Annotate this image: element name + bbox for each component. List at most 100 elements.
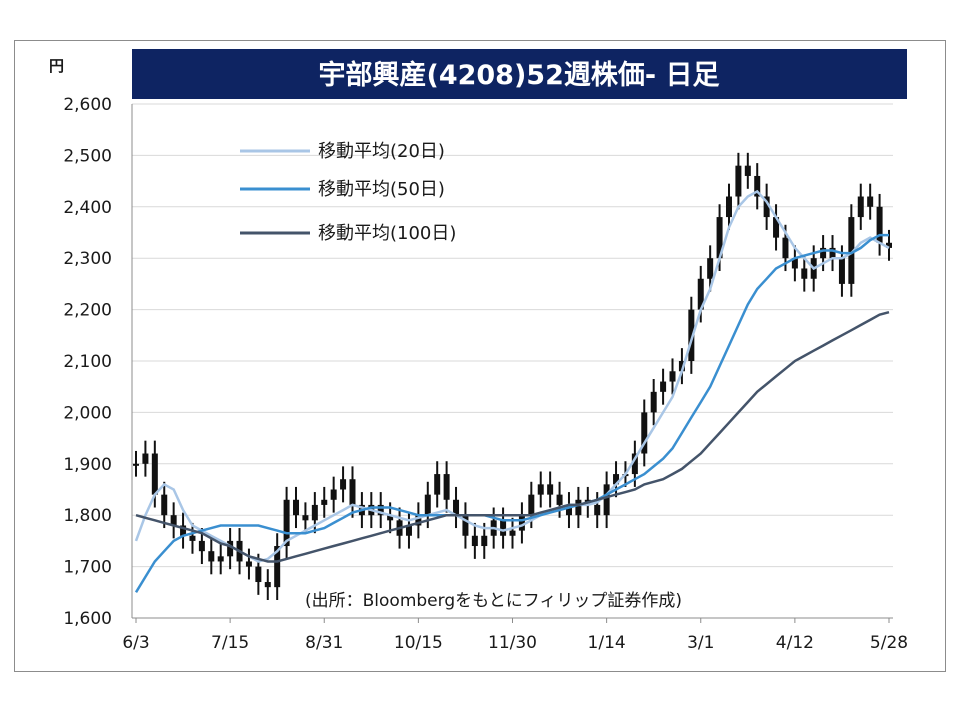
price-body [518, 515, 525, 531]
series-line-ma100 [135, 310, 890, 563]
x-tick-label: 10/15 [394, 633, 443, 653]
price-body [217, 556, 224, 562]
price-body [528, 494, 535, 516]
price-body [462, 515, 469, 536]
price-body [443, 474, 450, 500]
y-tick-label: 2,300 [63, 249, 112, 269]
price-body [311, 504, 318, 521]
price-body [387, 515, 394, 521]
y-axis-ticks: 1,600 1,700 1,800 1,900 2,000 2,100 2,200 2,300… [63, 95, 112, 629]
price-body [321, 499, 328, 505]
price-body [180, 525, 187, 536]
price-body [133, 463, 139, 466]
price-body [669, 371, 676, 382]
y-tick-label: 2,200 [63, 301, 112, 321]
price-body [547, 484, 554, 495]
price-body [876, 206, 883, 243]
price-body [707, 258, 714, 279]
x-tick-label: 7/15 [211, 633, 249, 653]
price-body [151, 453, 158, 495]
price-body [509, 530, 516, 536]
chart-title: 宇部興産(4208)52週株価- 日足 [318, 59, 719, 91]
y-tick-label: 1,800 [63, 506, 112, 526]
price-body [678, 361, 685, 372]
price-body [660, 381, 667, 392]
price-body [791, 258, 798, 269]
price-body [773, 217, 780, 238]
price-body [575, 499, 582, 516]
price-body [264, 582, 271, 588]
legend: 移動平均(20日) 移動平均(50日) 移動平均(100日) [240, 141, 456, 244]
price-body [650, 391, 657, 413]
price-body [763, 196, 770, 218]
price-body [330, 489, 337, 500]
price-body [857, 196, 864, 218]
title-banner [132, 49, 907, 99]
legend-label-ma100: 移動平均(100日) [318, 223, 456, 244]
y-tick-label: 1,600 [63, 609, 112, 629]
price-body [500, 520, 507, 536]
price-body [688, 309, 695, 361]
price-body [349, 479, 356, 505]
price-body [208, 551, 215, 562]
price-body [716, 217, 723, 259]
price-body [283, 499, 290, 547]
x-tick-label: 8/31 [305, 633, 343, 653]
x-tick-label: 5/28 [870, 633, 908, 653]
price-body [603, 484, 610, 516]
price-body [471, 535, 478, 547]
y-tick-label: 1,700 [63, 558, 112, 578]
y-tick-label: 2,600 [63, 95, 112, 115]
price-body [556, 494, 563, 505]
price-body [641, 412, 648, 454]
source-note: (出所：Bloombergをもとにフィリップ証券作成) [305, 591, 682, 611]
price-body [838, 258, 845, 284]
price-body [170, 515, 177, 526]
price-body [189, 535, 196, 541]
price-body [293, 499, 300, 516]
chart-frame: 宇部興産(4208)52週株価- 日足 円 1,600 1,700 1,800 1,9… [14, 40, 946, 672]
legend-label-ma20: 移動平均(20日) [318, 141, 445, 162]
price-body [744, 165, 751, 176]
price-body [340, 479, 347, 490]
y-tick-label: 2,400 [63, 198, 112, 218]
price-body [886, 242, 892, 248]
price-body [631, 453, 638, 475]
price-body [142, 453, 149, 464]
price-body [735, 165, 742, 197]
y-tick-label: 2,500 [63, 146, 112, 166]
price-body [820, 247, 827, 259]
price-body [405, 525, 412, 536]
legend-label-ma50: 移動平均(50日) [318, 179, 445, 200]
chart-svg: 宇部興産(4208)52週株価- 日足 円 1,600 1,700 1,800 1,9… [49, 49, 908, 653]
price-body [754, 175, 761, 197]
price-body [565, 504, 572, 516]
price-body [255, 566, 262, 583]
price-body [453, 499, 460, 516]
price-body [424, 494, 431, 516]
price-body [537, 484, 544, 495]
moving-average-lines [134, 189, 890, 593]
y-tick-label: 1,900 [63, 455, 112, 475]
y-unit-label: 円 [49, 57, 64, 75]
price-body [782, 237, 789, 259]
price-body [434, 474, 441, 495]
price-body [848, 217, 855, 284]
price-body [161, 494, 168, 516]
price-body [867, 196, 874, 207]
x-tick-label: 11/30 [488, 633, 537, 653]
price-body [302, 515, 309, 521]
series-line-ma50 [134, 233, 889, 593]
price-body [245, 561, 252, 567]
x-tick-label: 4/12 [776, 633, 814, 653]
price-body [594, 504, 601, 516]
price-body [725, 196, 732, 218]
x-axis-ticks: 6/3 7/15 8/31 10/15 11/30 1/14 3/1 4/12 5/28 [122, 618, 908, 653]
price-body [377, 504, 384, 516]
price-body [829, 247, 836, 259]
price-body [613, 474, 620, 485]
price-body [697, 278, 704, 310]
y-tick-label: 2,100 [63, 352, 112, 372]
x-tick-label: 3/1 [687, 633, 714, 653]
y-tick-label: 2,000 [63, 403, 112, 423]
